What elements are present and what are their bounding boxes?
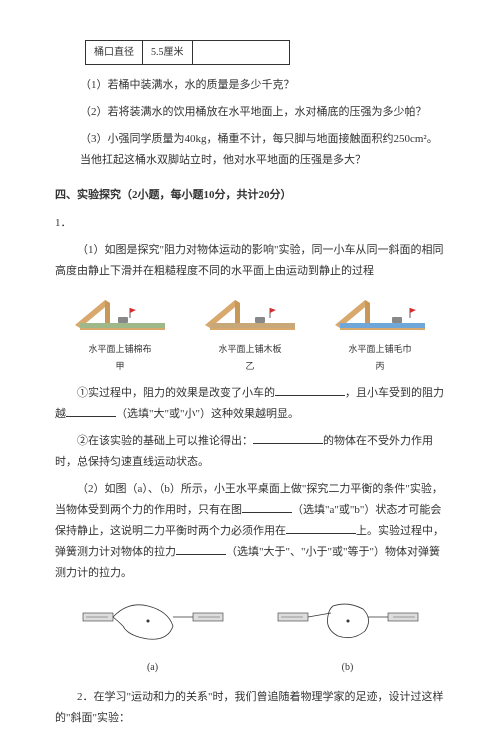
balance-b-label: (b) xyxy=(273,658,423,677)
problem-2: （2）如图（a）、（b）所示，小王水平桌面上做"探究二力平衡的条件"实验，当物体… xyxy=(55,479,445,583)
blank-input[interactable] xyxy=(275,383,345,396)
ramp-b-sub: 乙 xyxy=(200,358,300,375)
question-3: （3）小强同学质量为40kg，桶重不计，每只脚与地面接触面积约250cm²。当他… xyxy=(80,129,445,171)
text-frag: （选填"大"或"小"）这种效果越明显。 xyxy=(116,408,299,420)
question-2: （2）若将装满水的饮用桶放在水平地面上，水对桶底的压强为多少帕？ xyxy=(80,102,445,123)
ramp-a-sub: 甲 xyxy=(70,358,170,375)
ramp-c-sub: 丙 xyxy=(330,358,430,375)
blank-input[interactable] xyxy=(66,404,116,417)
blank-input[interactable] xyxy=(286,521,356,534)
ramp-fig-c: 水平面上铺毛巾 丙 xyxy=(330,290,430,375)
table-cell-label: 桶口直径 xyxy=(86,41,143,65)
ramp-fig-b: 水平面上铺木板 乙 xyxy=(200,290,300,375)
blank-input[interactable] xyxy=(242,500,292,513)
ramp-svg-a xyxy=(70,290,170,335)
spec-table: 桶口直径 5.5厘米 xyxy=(85,40,290,65)
problem-1-blank2: ②在该实验的基础上可以推论得出：的物体在不受外力作用时，总保持匀速直线运动状态。 xyxy=(55,431,445,473)
problem-1-blank1: ①实过程中，阻力的效果是改变了小车的，且小车受到的阻力越（选填"大"或"小"）这… xyxy=(55,383,445,425)
blank-input[interactable] xyxy=(253,431,323,444)
balance-figures: (a) (b) xyxy=(55,591,445,677)
text-frag: ②在该实验的基础上可以推论得出： xyxy=(77,435,253,447)
ramp-c-label: 水平面上铺毛巾 xyxy=(330,341,430,358)
text-frag: ①实过程中，阻力的效果是改变了小车的 xyxy=(77,387,275,399)
blank-input[interactable] xyxy=(176,542,226,555)
balance-fig-a: (a) xyxy=(78,591,228,677)
balance-fig-b: (b) xyxy=(273,591,423,677)
problem-1-part1: （1）如图是探究"阻力对物体运动的影响"实验，同一小车从同一斜面的相同高度由静止… xyxy=(55,240,445,282)
ramp-figures: 水平面上铺棉布 甲 水平面上铺木板 乙 水平面上铺毛巾 丙 xyxy=(55,290,445,375)
table-cell-value: 5.5厘米 xyxy=(143,41,193,65)
problem-1-number: 1． xyxy=(55,213,445,234)
ramp-svg-c xyxy=(330,290,430,335)
balance-svg-a xyxy=(78,591,228,651)
ramp-svg-b xyxy=(200,290,300,335)
ramp-a-label: 水平面上铺棉布 xyxy=(70,341,170,358)
balance-svg-b xyxy=(273,591,423,651)
problem-3: 2．在学习"运动和力的关系"时，我们曾追随着物理学家的足迹，设计过这样的"斜面"… xyxy=(55,687,445,729)
table-cell-empty xyxy=(192,41,289,65)
question-1: （1）若桶中装满水，水的质量是多少千克？ xyxy=(80,75,445,96)
ramp-b-label: 水平面上铺木板 xyxy=(200,341,300,358)
balance-a-label: (a) xyxy=(78,658,228,677)
ramp-fig-a: 水平面上铺棉布 甲 xyxy=(70,290,170,375)
section-4-title: 四、实验探究（2小题，每小题10分，共计20分） xyxy=(55,185,445,206)
